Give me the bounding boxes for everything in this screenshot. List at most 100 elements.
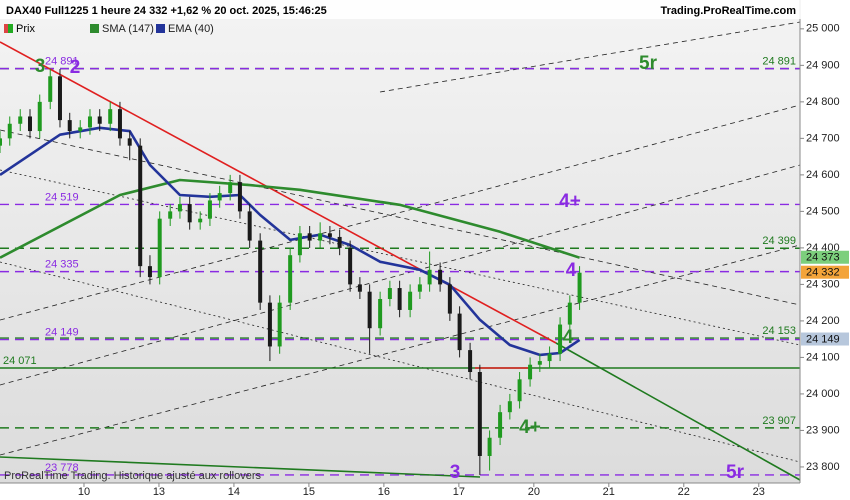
candle-body <box>567 302 572 325</box>
candle-body <box>18 116 23 124</box>
candle-body <box>357 284 362 292</box>
chart-title: DAX40 Full1225 1 heure 24 332 +1,62 % 20… <box>6 5 327 17</box>
candle-body <box>507 401 512 413</box>
legend-label: SMA (147) <box>102 23 154 35</box>
candle-body <box>447 284 452 314</box>
candle-body <box>498 412 503 438</box>
candle-body <box>207 200 212 219</box>
annotation: 4 <box>563 327 574 348</box>
y-tick-label: 24 700 <box>806 132 840 144</box>
annotation: 3 <box>450 462 461 483</box>
indicator-line <box>0 178 581 259</box>
green-support <box>0 456 481 478</box>
source: Trading.ProRealTime.com <box>660 5 796 17</box>
y-tick-label: 24 100 <box>806 351 840 363</box>
y-tick-label: 23 900 <box>806 424 840 436</box>
level-label: 24 399 <box>762 235 796 247</box>
x-tick-label: 21 <box>603 486 615 498</box>
level-label: 23 778 <box>45 462 79 474</box>
x-tick-label: 15 <box>303 486 315 498</box>
candle-body <box>438 269 443 285</box>
candle-body <box>337 236 342 248</box>
plot-background <box>0 0 800 483</box>
y-tick-label: 24 800 <box>806 96 840 108</box>
candle-body <box>577 272 582 303</box>
candle-body <box>147 266 152 278</box>
y-tick-label: 25 000 <box>806 23 840 35</box>
y-tick-label: 24 600 <box>806 169 840 181</box>
y-tick-label: 24 200 <box>806 315 840 327</box>
candle-body <box>37 101 42 132</box>
y-tick-label: 24 300 <box>806 278 840 290</box>
candle-body <box>177 204 182 212</box>
indicator-line <box>0 126 581 357</box>
header-bar <box>0 0 850 19</box>
candle-body <box>48 76 53 102</box>
candle-body <box>187 204 192 223</box>
candle-body <box>168 211 173 219</box>
candle-body <box>387 288 392 299</box>
candle-body <box>258 240 263 303</box>
red-trendline <box>0 41 557 344</box>
level-label: 24 891 <box>762 56 796 68</box>
candle-body <box>378 299 383 329</box>
candle-body <box>237 182 242 212</box>
price-tag-label: 24 332 <box>806 267 840 279</box>
candle-body <box>547 353 552 362</box>
candle-body <box>468 350 473 373</box>
candle-body <box>408 291 413 310</box>
y-tick-label: 23 800 <box>806 461 840 473</box>
candle-body <box>307 233 312 241</box>
x-tick-label: 20 <box>528 486 540 498</box>
level-label: 24 891 <box>45 56 79 68</box>
candle-body <box>487 437 492 456</box>
y-axis-area <box>800 0 850 500</box>
annotation: 5r <box>726 462 745 483</box>
legend-swatch <box>90 24 99 33</box>
candle-body <box>217 193 222 201</box>
y-tick-label: 24 000 <box>806 388 840 400</box>
candle-body <box>397 288 402 310</box>
candle-body <box>277 302 282 347</box>
candle-body <box>198 218 203 223</box>
candle-body <box>528 364 533 380</box>
candle-body <box>108 109 113 124</box>
level-label: 24 149 <box>45 326 79 338</box>
legend-swatch <box>156 24 165 33</box>
price-tag <box>801 265 849 279</box>
candle-body <box>57 76 62 121</box>
candle-body <box>297 233 302 256</box>
y-tick-label: 24 900 <box>806 59 840 71</box>
x-tick-label: 23 <box>753 486 765 498</box>
green-trendline <box>555 342 801 481</box>
candle-body <box>67 120 72 132</box>
candle-body <box>138 145 143 267</box>
x-tick-label: 22 <box>678 486 690 498</box>
candle-body <box>7 123 12 139</box>
channel-lines <box>0 21 801 463</box>
candle-body <box>117 109 122 139</box>
price-tag <box>801 250 849 264</box>
candle-body <box>87 116 92 128</box>
candle-body <box>318 233 323 241</box>
candle-body <box>228 182 233 194</box>
candle-body <box>0 138 2 146</box>
candle-body <box>348 247 353 285</box>
annotation: 4+ <box>559 191 581 212</box>
candle-body <box>477 372 482 456</box>
level-label: 24 071 <box>3 355 37 367</box>
candle-body <box>27 116 32 132</box>
annotation: 5r <box>639 53 658 74</box>
annotation: 4+ <box>519 417 541 438</box>
level-label: 24 519 <box>45 191 79 203</box>
legend-label: Prix <box>16 23 35 35</box>
footer: ProRealTime Trading. Historique ajusté a… <box>4 470 261 482</box>
level-label: 24 153 <box>762 325 796 337</box>
legend-swatch <box>8 24 13 33</box>
candle-body <box>127 138 132 146</box>
x-tick-label: 10 <box>78 486 90 498</box>
x-tick-label: 17 <box>453 486 465 498</box>
price-tag-label: 24 149 <box>806 333 840 345</box>
candle-body <box>327 233 332 237</box>
